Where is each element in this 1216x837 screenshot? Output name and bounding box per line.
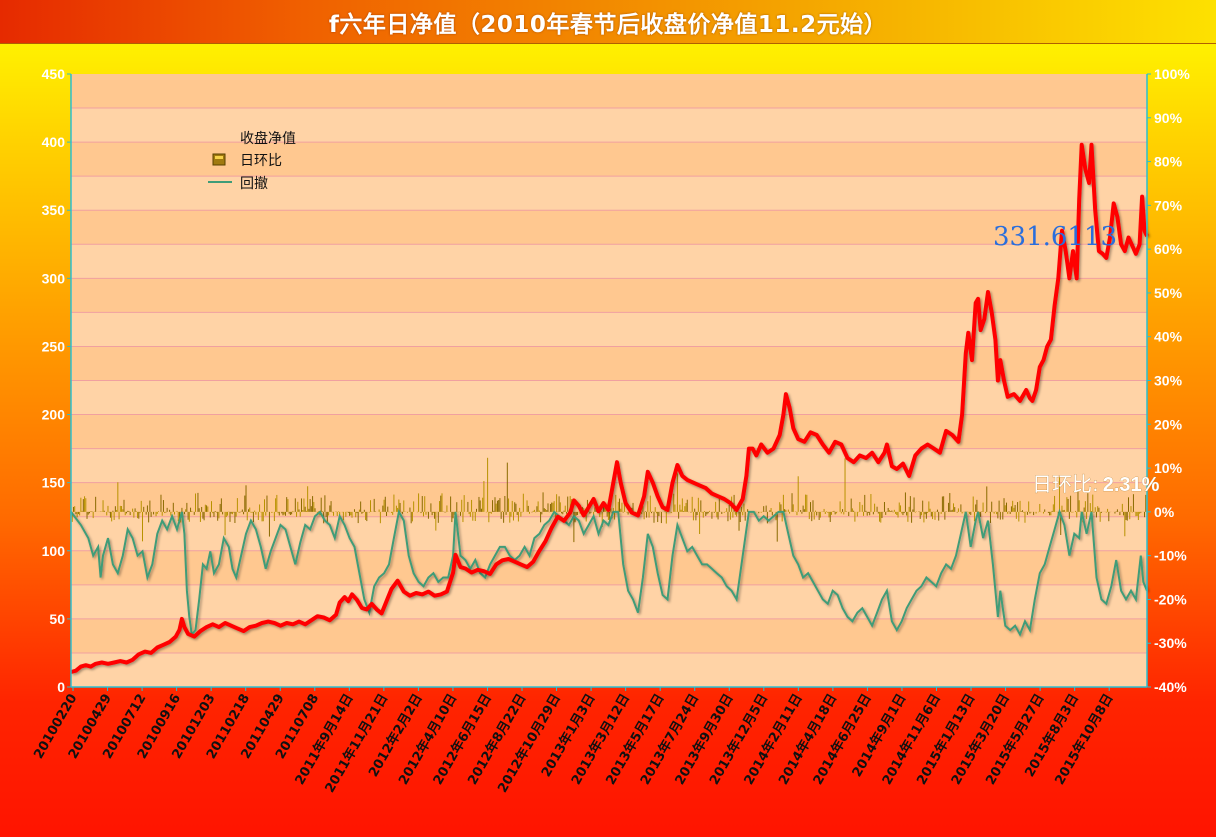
plot-band [71,618,1147,653]
series-drawdown-line [70,508,1148,637]
y2-tick-label: 40% [1154,329,1183,345]
plot-band [71,380,1147,415]
x-tick-label: 2012年10月29日 [494,691,564,795]
y2-tick-label: -20% [1154,591,1187,607]
y2-tick-label: -40% [1154,679,1187,695]
chart-title: f六年日净值（2010年春节后收盘价净值11.2元始） [328,11,888,38]
legend-swatch-daily [212,153,226,166]
plot-band [71,584,1147,619]
y-tick-label: 400 [42,134,66,150]
y-tick-label: 300 [42,270,66,286]
plot-band [71,278,1147,313]
y2-tick-label: 30% [1154,373,1183,389]
plot-band [71,210,1147,245]
plot-band [71,244,1147,279]
plot-band [71,550,1147,585]
y-tick-label: 450 [42,66,66,82]
y2-tick-label: 0% [1154,504,1175,520]
y2-tick-label: 90% [1154,110,1183,126]
y-tick-label: 50 [49,611,65,627]
daily-change-readout-label: 日环比: [1032,472,1099,496]
y-tick-label: 150 [42,475,66,491]
legend-label-nav: 收盘净值 [240,130,296,147]
y-tick-label: 100 [42,543,66,559]
chart-title-bar: f六年日净值（2010年春节后收盘价净值11.2元始） [0,0,1216,44]
y-tick-label: 200 [42,407,66,423]
plot-band [71,414,1147,449]
plot-band [71,176,1147,211]
y-axis-right-ticks: -40% -30% -20% -10% 0% 10% 20% 30% 40% 50% 60% 70% 8… [1147,66,1190,695]
y2-tick-label: 20% [1154,416,1183,432]
y2-tick-label: 80% [1154,154,1183,170]
y-tick-label: 250 [42,338,66,354]
x-tick-label: 2011年11月21日 [322,691,392,795]
daily-change-readout: 日环比: 2.31% [1032,472,1160,496]
plot-band [71,346,1147,381]
plot-band [71,652,1147,687]
legend-swatch-daily-highlight [215,156,223,159]
legend: 收盘净值 日环比 回撤 [208,130,296,192]
legend-label-daily: 日环比 [240,153,282,169]
y2-tick-label: 100% [1154,66,1190,82]
y2-tick-label: 70% [1154,197,1183,213]
series-nav-line [70,142,1149,674]
plot-band [71,448,1147,483]
legend-label-drawdown: 回撤 [240,176,268,192]
daily-change-readout-value: 2.31% [1103,474,1160,496]
plot-band [71,142,1147,177]
y2-tick-label: 50% [1154,285,1183,301]
last-value-label: 331.6113 [993,222,1117,252]
y2-tick-label: 60% [1154,241,1183,257]
plot-band [71,108,1147,143]
y-tick-label: 0 [57,679,65,695]
y-axis-left-ticks: 0 50 100 150 200 250 300 350 400 450 [42,66,71,695]
x-axis-ticks: 2010022020100429201007122010091620101203… [31,687,1117,795]
y2-tick-label: -10% [1154,548,1187,564]
y-tick-label: 350 [42,202,66,218]
y2-tick-label: 10% [1154,460,1183,476]
y2-tick-label: -30% [1154,635,1187,651]
plot-band [71,74,1147,109]
